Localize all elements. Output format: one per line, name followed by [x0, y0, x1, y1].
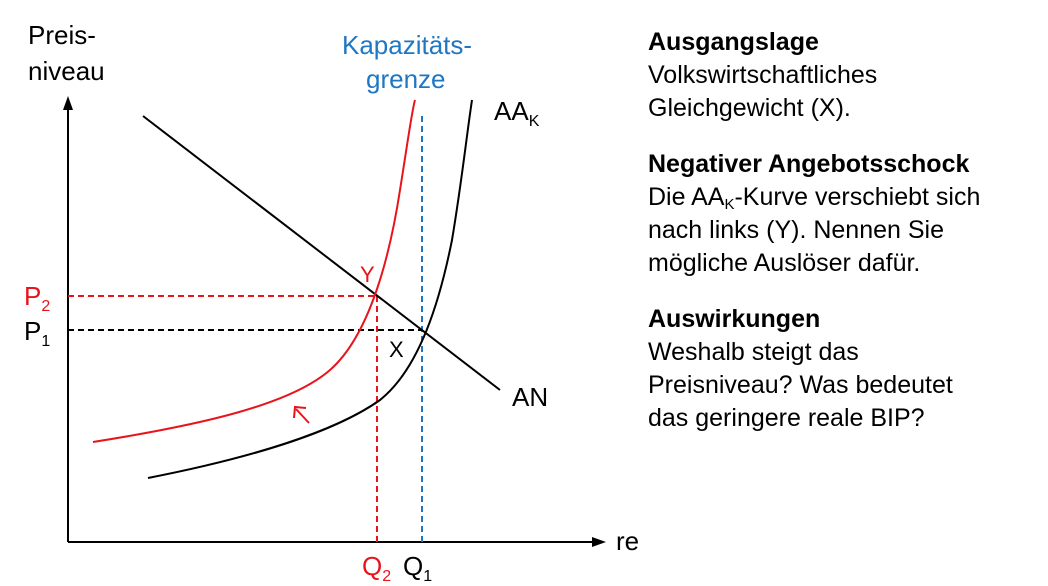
- p2-label: P2: [24, 281, 50, 315]
- explanation-panel: Ausgangslage Volkswirtschaftliches Gleic…: [648, 26, 1048, 458]
- ausgangslage-line2: Gleichgewicht (X).: [648, 94, 851, 122]
- point-y-label: Y: [360, 262, 375, 287]
- ausgangslage-title: Ausgangslage: [648, 28, 819, 56]
- section-schock: Negativer Angebotsschock Die AAK-Kurve v…: [648, 148, 1048, 280]
- y-axis-arrow-icon: [63, 96, 73, 110]
- shift-arrow-icon: [293, 405, 307, 419]
- section-ausgangslage: Ausgangslage Volkswirtschaftliches Gleic…: [648, 26, 1048, 125]
- shifted-aa-curve: [92, 99, 416, 443]
- shift-arrow-line: [295, 408, 310, 424]
- aggregate-supply-demand-diagram: Preis- niveau reales BIP Kapazitäts- gre…: [24, 20, 640, 585]
- schock-title: Negativer Angebotsschock: [648, 150, 970, 178]
- q2-label: Q2: [362, 551, 391, 585]
- ausgangslage-line1: Volkswirtschaftliches: [648, 61, 878, 89]
- auswirkungen-title: Auswirkungen: [648, 305, 821, 333]
- section-auswirkungen: Auswirkungen Weshalb steigt das Preisniv…: [648, 303, 1048, 435]
- an-curve: [142, 115, 501, 391]
- auswirkungen-line3: das geringere reale BIP?: [648, 404, 925, 432]
- y-axis-label-line2: niveau: [28, 56, 105, 86]
- auswirkungen-line2: Preisniveau? Was bedeutet: [648, 371, 953, 399]
- aa-curve-label: AAK: [494, 96, 540, 130]
- an-curve-label: AN: [512, 382, 548, 412]
- x-axis-arrow-icon: [592, 537, 606, 547]
- x-axis-label: reales BIP: [616, 526, 640, 556]
- p1-label: P1: [24, 316, 50, 350]
- capacity-label-line2: grenze: [366, 64, 446, 94]
- q1-label: Q1: [403, 551, 432, 585]
- point-x-label: X: [389, 337, 404, 362]
- auswirkungen-line1: Weshalb steigt das: [648, 338, 859, 366]
- aa-curve: [147, 99, 473, 479]
- capacity-label-line1: Kapazitäts-: [342, 30, 472, 60]
- schock-line1: Die AAK-Kurve verschiebt sich: [648, 183, 981, 213]
- schock-line3: mögliche Auslöser dafür.: [648, 249, 921, 277]
- y-axis-label-line1: Preis-: [28, 20, 96, 50]
- schock-line2: nach links (Y). Nennen Sie: [648, 216, 944, 244]
